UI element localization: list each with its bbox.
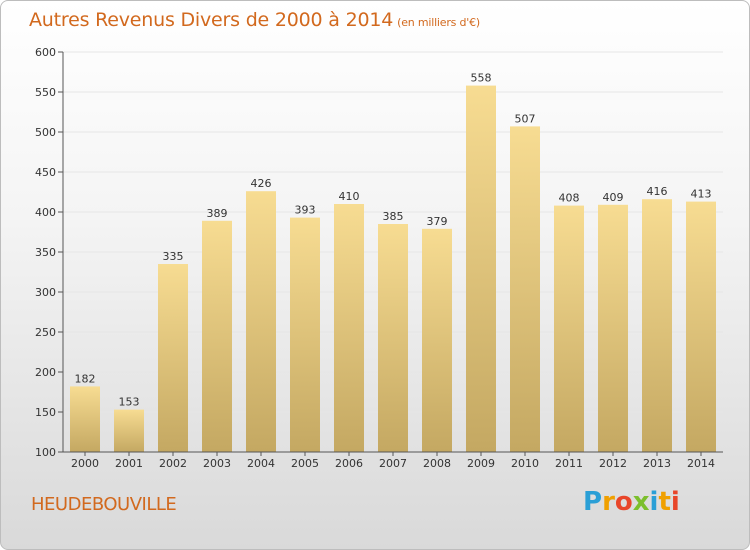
y-tick-label: 350 (35, 246, 56, 259)
bar-2009 (466, 85, 496, 452)
chart-title: Autres Revenus Divers de 2000 à 2014 (en … (29, 9, 480, 31)
bar-2014 (686, 201, 716, 452)
brand-letter: P (583, 487, 603, 517)
x-tick-label: 2011 (555, 457, 583, 470)
y-tick-label: 550 (35, 86, 56, 99)
bar-2011 (554, 205, 584, 452)
data-label: 413 (691, 188, 712, 201)
bar-2003 (202, 220, 232, 452)
bar-2007 (378, 224, 408, 452)
bar-2012 (598, 204, 628, 452)
bar-2013 (642, 199, 672, 452)
y-tick-label: 400 (35, 206, 56, 219)
chart-subtitle: (en milliers d'€) (397, 16, 481, 29)
y-tick-labels: 100 150 200 250 300 350 400 450 500 550 600 (35, 46, 56, 459)
brand-letter: x (632, 487, 650, 517)
x-tick-label: 2001 (115, 457, 143, 470)
brand-letter: i (670, 487, 680, 517)
data-label: 379 (427, 215, 448, 228)
brand-letter: o (614, 487, 633, 517)
data-label: 393 (295, 204, 316, 217)
x-tick-label: 2006 (335, 457, 363, 470)
data-label: 409 (603, 191, 624, 204)
y-tick-label: 150 (35, 406, 56, 419)
bar-2000 (70, 386, 100, 452)
data-label: 410 (339, 190, 360, 203)
x-tick-label: 2013 (643, 457, 671, 470)
data-label: 385 (383, 210, 404, 223)
data-label: 558 (471, 72, 492, 85)
axes (58, 51, 723, 456)
y-tick-label: 600 (35, 46, 56, 59)
x-tick-labels: 2000 2001 2002 2003 2004 2005 2006 2007 2008 2009… (71, 457, 715, 470)
data-labels: 182 153 335 389 426 393 410 385 379 558 507 408 409 4… (75, 72, 712, 409)
y-tick-label: 450 (35, 166, 56, 179)
brand-letter: i (649, 487, 659, 517)
x-tick-label: 2014 (687, 457, 715, 470)
bar-2005 (290, 217, 320, 452)
proxiti-logo: Proxiti (583, 487, 680, 517)
commune-name: HEUDEBOUVILLE (31, 494, 177, 515)
x-tick-label: 2002 (159, 457, 187, 470)
data-label: 182 (75, 372, 96, 385)
bar-2002 (158, 264, 188, 452)
x-tick-label: 2003 (203, 457, 231, 470)
bar-2006 (334, 204, 364, 452)
x-tick-label: 2008 (423, 457, 451, 470)
x-tick-label: 2004 (247, 457, 275, 470)
data-label: 153 (119, 396, 140, 409)
bar-2001 (114, 409, 144, 452)
x-tick-label: 2012 (599, 457, 627, 470)
x-tick-label: 2007 (379, 457, 407, 470)
y-tick-label: 300 (35, 286, 56, 299)
x-tick-label: 2000 (71, 457, 99, 470)
data-label: 426 (251, 177, 272, 190)
y-tick-label: 200 (35, 366, 56, 379)
data-label: 335 (163, 250, 184, 263)
brand-letter: r (602, 487, 615, 517)
data-label: 389 (207, 207, 228, 220)
data-label: 416 (647, 185, 668, 198)
bars (70, 85, 716, 453)
x-tick-label: 2005 (291, 457, 319, 470)
bar-2010 (510, 126, 540, 453)
brand-letter: t (658, 487, 671, 517)
data-label: 507 (515, 112, 536, 125)
chart-title-text: Autres Revenus Divers de 2000 à 2014 (29, 9, 394, 31)
y-tick-label: 500 (35, 126, 56, 139)
x-tick-label: 2009 (467, 457, 495, 470)
x-tick-label: 2010 (511, 457, 539, 470)
data-label: 408 (559, 192, 580, 205)
y-tick-label: 250 (35, 326, 56, 339)
y-tick-label: 100 (35, 446, 56, 459)
bar-2004 (246, 191, 276, 452)
bar-2008 (422, 228, 452, 452)
